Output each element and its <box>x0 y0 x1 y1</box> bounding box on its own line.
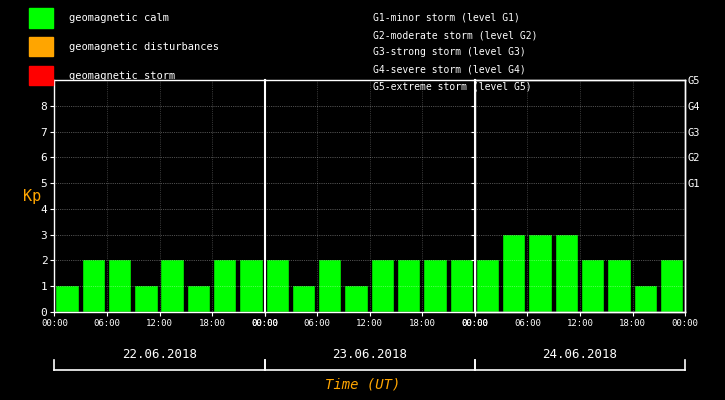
Bar <box>372 260 394 312</box>
Text: geomagnetic storm: geomagnetic storm <box>69 70 175 81</box>
Bar <box>398 260 420 312</box>
Bar <box>660 260 683 312</box>
Bar <box>267 260 289 312</box>
Bar <box>57 286 79 312</box>
Text: 23.06.2018: 23.06.2018 <box>332 348 407 360</box>
Bar <box>450 260 473 312</box>
Text: G1-minor storm (level G1): G1-minor storm (level G1) <box>373 13 521 23</box>
Bar <box>345 286 368 312</box>
Text: G3-strong storm (level G3): G3-strong storm (level G3) <box>373 47 526 57</box>
Text: geomagnetic calm: geomagnetic calm <box>69 13 169 23</box>
Bar <box>424 260 447 312</box>
Bar <box>214 260 236 312</box>
Text: G5-extreme storm (level G5): G5-extreme storm (level G5) <box>373 82 532 92</box>
Bar <box>555 235 578 312</box>
Bar <box>477 260 500 312</box>
Y-axis label: Kp: Kp <box>23 188 41 204</box>
Bar <box>608 260 631 312</box>
Text: geomagnetic disturbances: geomagnetic disturbances <box>69 42 219 52</box>
Bar <box>582 260 605 312</box>
Text: Time (UT): Time (UT) <box>325 378 400 392</box>
Bar <box>135 286 157 312</box>
Text: G4-severe storm (level G4): G4-severe storm (level G4) <box>373 65 526 74</box>
Bar <box>529 235 552 312</box>
Bar <box>634 286 657 312</box>
Bar <box>503 235 526 312</box>
Text: 22.06.2018: 22.06.2018 <box>122 348 197 360</box>
Bar <box>319 260 341 312</box>
Text: G2-moderate storm (level G2): G2-moderate storm (level G2) <box>373 30 538 40</box>
Bar <box>109 260 131 312</box>
Text: 24.06.2018: 24.06.2018 <box>542 348 618 360</box>
Bar <box>162 260 184 312</box>
Bar <box>188 286 210 312</box>
Bar <box>293 286 315 312</box>
Bar <box>240 260 262 312</box>
Bar <box>83 260 105 312</box>
